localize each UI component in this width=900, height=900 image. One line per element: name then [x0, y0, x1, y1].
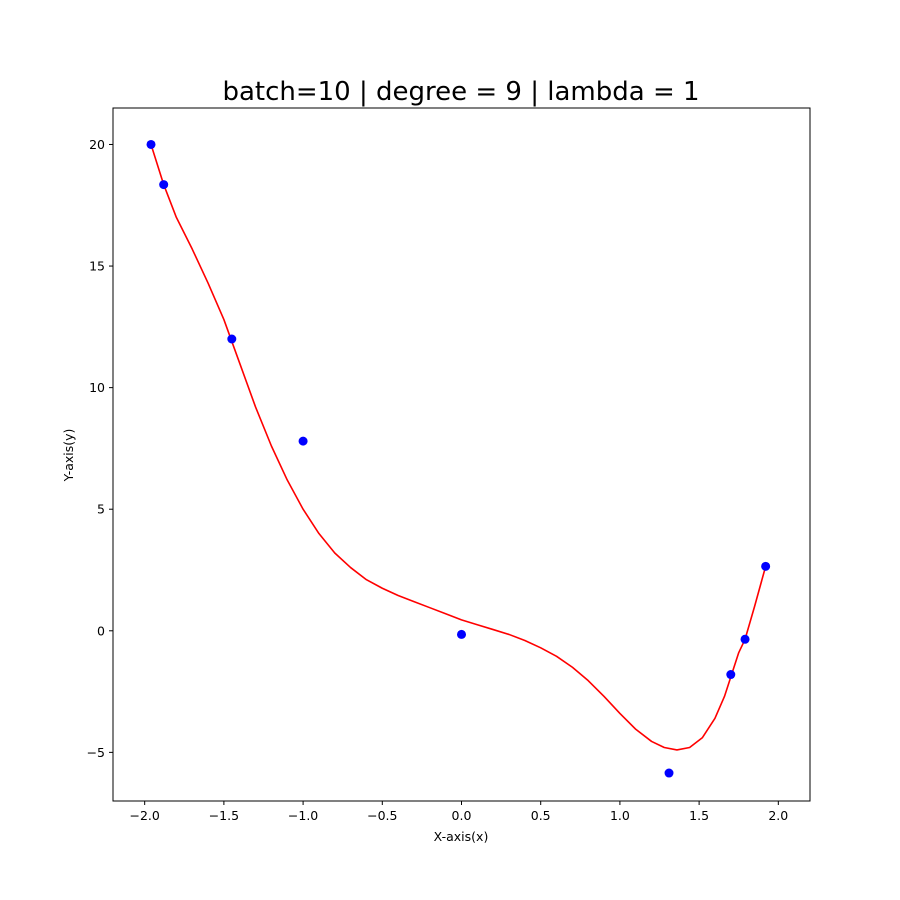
y-tick-label: 10	[89, 380, 105, 395]
x-tick-label: −0.5	[367, 808, 397, 823]
chart-title: batch=10 | degree = 9 | lambda = 1	[222, 77, 699, 107]
x-tick-label: 0.5	[531, 808, 551, 823]
x-tick-label: 0.0	[452, 808, 472, 823]
y-tick-label: 15	[89, 259, 105, 274]
x-tick-label: −1.0	[288, 808, 318, 823]
data-point	[159, 180, 169, 190]
data-point	[227, 334, 237, 344]
y-tick-label: 0	[97, 623, 105, 638]
data-point	[761, 561, 771, 571]
y-tick-label: 5	[97, 502, 105, 517]
data-point	[726, 670, 736, 680]
y-axis-label: Y-axis(y)	[61, 429, 76, 483]
data-point	[298, 436, 308, 446]
x-tick-label: −2.0	[130, 808, 160, 823]
data-point	[457, 629, 466, 639]
data-point	[740, 634, 750, 644]
x-tick-label: 1.0	[610, 808, 630, 823]
y-tick-label: −5	[87, 745, 105, 760]
x-tick-label: 1.5	[689, 808, 709, 823]
data-point	[664, 768, 674, 778]
x-tick-label: 2.0	[768, 808, 788, 823]
plot-area: −2.0 −1.5 −1.0 −0.5 0.0 0.5 1.0 1.5 2.0 −5 0 5 10 15 2…	[87, 107, 811, 823]
x-axis-label: X-axis(x)	[434, 829, 489, 844]
data-point	[146, 139, 156, 149]
x-tick-label: −1.5	[209, 808, 239, 823]
y-tick-label: 20	[89, 137, 105, 152]
fit-curve-line	[150, 144, 767, 751]
